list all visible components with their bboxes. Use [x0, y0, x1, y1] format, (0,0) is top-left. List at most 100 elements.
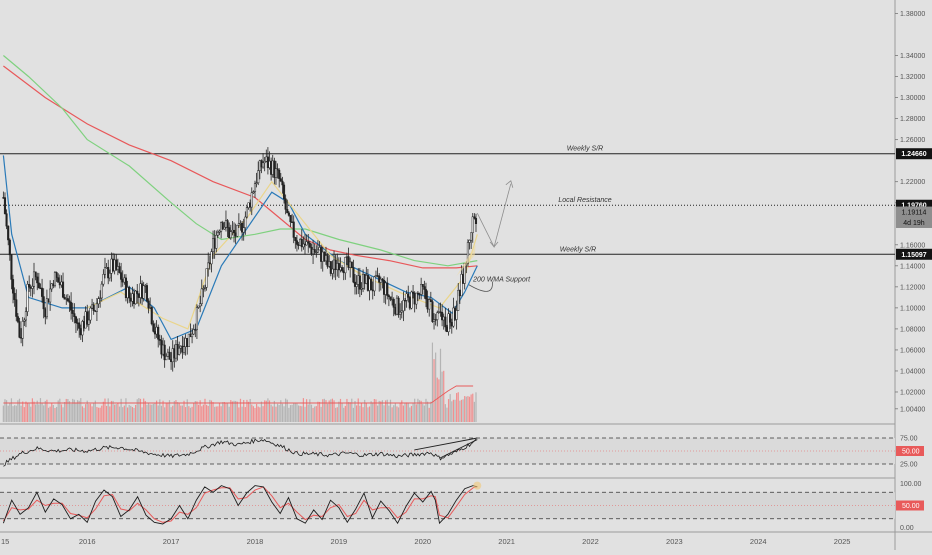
volume-bar — [393, 405, 395, 422]
price-tick-label: 1.12000 — [900, 284, 925, 291]
volume-bar — [422, 403, 424, 422]
candle-body — [187, 333, 190, 347]
candle-body — [74, 316, 77, 323]
volume-bar — [436, 377, 438, 422]
volume-bar — [194, 401, 196, 422]
volume-bar — [439, 348, 442, 422]
volume-bar — [102, 401, 104, 422]
candle-body — [173, 348, 176, 359]
candle-body — [460, 274, 463, 297]
volume-bar — [4, 399, 6, 422]
volume-bar — [341, 402, 343, 422]
stoch-d-line — [2, 486, 478, 523]
candle-body — [257, 170, 260, 184]
candle-body — [362, 273, 365, 289]
stoch-tick-label: 0.00 — [900, 525, 914, 532]
price-badge — [896, 206, 932, 218]
volume-bar — [467, 396, 469, 422]
candle-body — [468, 239, 471, 243]
volume-bar — [99, 407, 101, 422]
volume-bar — [375, 399, 377, 422]
volume-bar — [10, 398, 13, 422]
volume-bar — [241, 406, 243, 422]
candle-body — [420, 283, 423, 295]
volume-bar — [468, 396, 471, 422]
time-tick-label: 2023 — [666, 537, 683, 546]
candle-body — [321, 251, 324, 262]
volume-bar — [472, 393, 474, 422]
volume-bar — [86, 400, 88, 422]
price-tick-label: 1.38000 — [900, 11, 925, 18]
candle-body — [470, 232, 473, 241]
volume-bar — [260, 401, 263, 422]
price-tick-label: 1.34000 — [900, 53, 925, 60]
price-axis[interactable]: 1.38000 1.34000 1.32000 1.30000 1.28000 1.260… — [895, 11, 932, 532]
candle-body — [212, 238, 215, 252]
volume-average-line — [3, 385, 474, 404]
volume-bar — [91, 406, 93, 422]
candle-body — [329, 261, 332, 274]
candle-body — [239, 222, 242, 225]
volume-bar — [173, 401, 175, 422]
volume-bar — [451, 401, 453, 422]
volume-bar — [235, 400, 237, 422]
candle-body — [26, 284, 29, 312]
candle-body — [105, 267, 108, 269]
candle-body — [123, 277, 126, 283]
price-tick-label: 1.02000 — [900, 389, 925, 396]
candle-body — [339, 267, 342, 271]
candle-body — [384, 282, 387, 295]
level-label: Weekly S/R — [560, 246, 596, 253]
volume-bar — [307, 404, 309, 422]
volume-bar — [185, 407, 187, 422]
candle-body — [426, 298, 429, 310]
volume-bar — [417, 398, 419, 422]
candle-body — [161, 344, 165, 355]
candle-body — [392, 298, 395, 308]
volume-bar — [131, 407, 134, 422]
volume-bar — [425, 398, 427, 422]
volume-bar — [147, 402, 150, 422]
volume-bar — [420, 400, 422, 422]
candle-body — [174, 344, 178, 359]
volume-bar — [310, 404, 313, 422]
candle-body — [316, 249, 319, 253]
stoch-highlight — [473, 481, 482, 490]
volume-bar — [146, 404, 148, 422]
candle-body — [229, 231, 232, 239]
candle-body — [457, 290, 460, 311]
volume-bar — [162, 400, 164, 422]
candle-body — [150, 307, 153, 325]
volume-bar — [196, 401, 198, 422]
candle-body — [186, 338, 189, 347]
time-axis[interactable]: 15 2016 2017 2018 2019 2020 2021 2022 2023 2024 20… — [1, 537, 850, 546]
candle-body — [213, 238, 216, 249]
candle-body — [341, 267, 344, 271]
volume-bar — [81, 406, 83, 422]
candle-body — [10, 254, 13, 280]
volume-bar — [20, 405, 22, 422]
candle-body — [363, 273, 366, 284]
candle-body — [458, 290, 461, 297]
candle-body — [413, 292, 416, 305]
volume-bar — [460, 399, 463, 422]
volume-bar — [254, 407, 256, 422]
candle-body — [178, 347, 181, 355]
candle-body — [52, 283, 55, 287]
candle-body — [399, 311, 402, 315]
time-tick-label: 2022 — [582, 537, 599, 546]
candle-body — [58, 282, 61, 286]
volume-bar — [165, 403, 167, 422]
volume-bar — [443, 370, 445, 422]
volume-bar — [381, 400, 384, 422]
volume-bar — [15, 405, 17, 422]
volume-bar — [59, 398, 61, 422]
candle-body — [231, 229, 234, 232]
volume-bar — [239, 398, 242, 422]
volume-bar — [136, 399, 138, 422]
candle-body — [24, 311, 27, 321]
volume-bar — [267, 398, 269, 422]
volume-bar — [96, 406, 98, 422]
